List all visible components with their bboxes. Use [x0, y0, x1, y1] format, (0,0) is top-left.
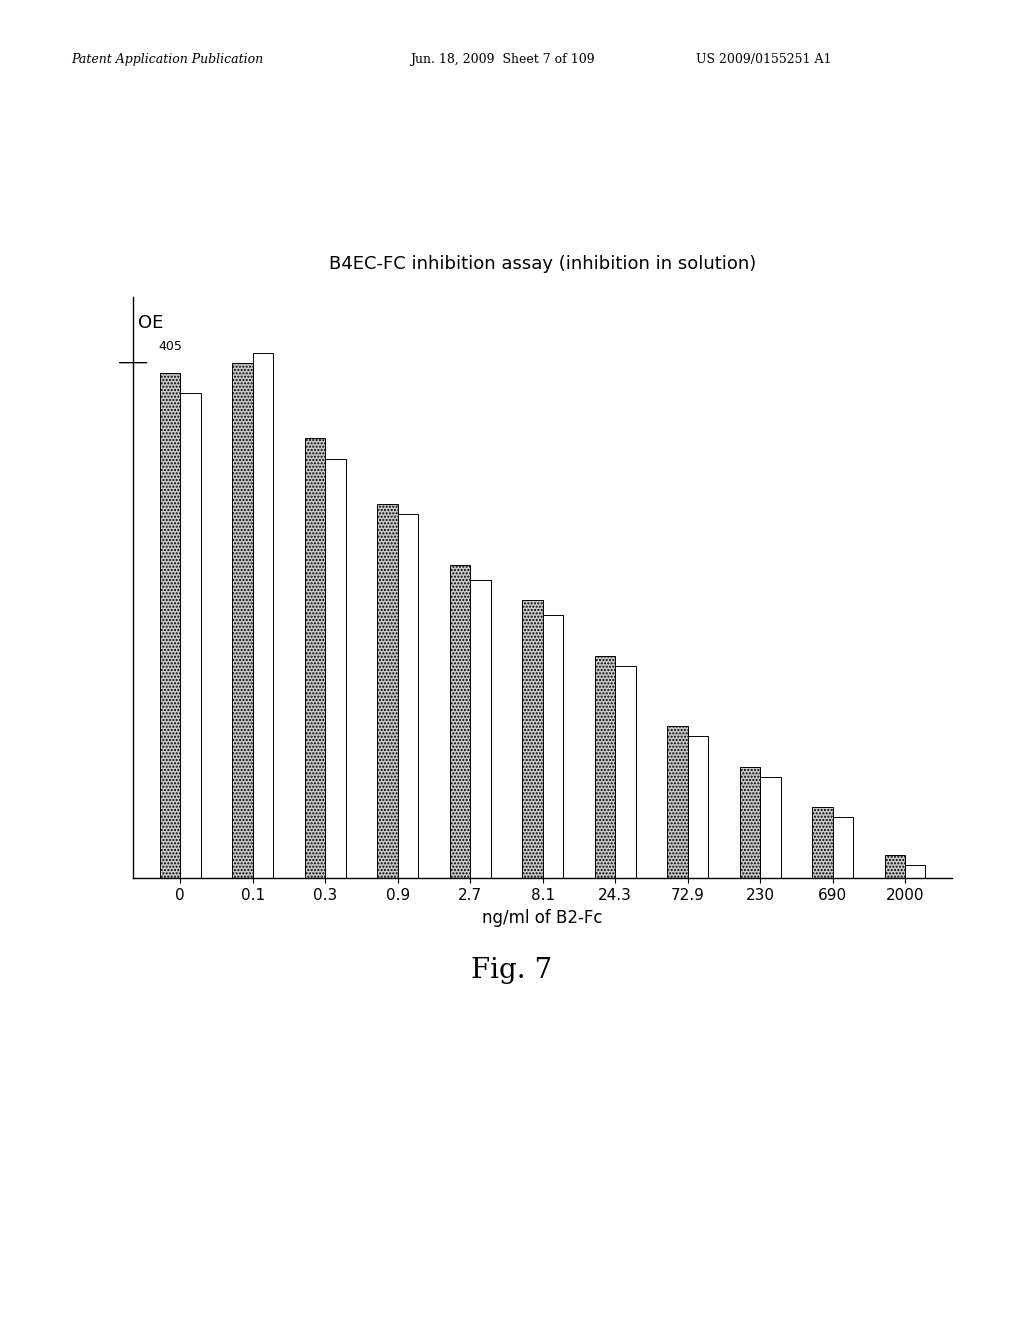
- Text: Fig. 7: Fig. 7: [471, 957, 553, 983]
- Title: B4EC-FC inhibition assay (inhibition in solution): B4EC-FC inhibition assay (inhibition in …: [329, 255, 757, 273]
- Bar: [595, 656, 615, 878]
- Bar: [470, 579, 490, 878]
- Bar: [688, 737, 708, 878]
- Text: Jun. 18, 2009  Sheet 7 of 109: Jun. 18, 2009 Sheet 7 of 109: [410, 53, 594, 66]
- Bar: [180, 393, 201, 878]
- Bar: [668, 726, 688, 878]
- Bar: [760, 776, 780, 878]
- Text: US 2009/0155251 A1: US 2009/0155251 A1: [696, 53, 831, 66]
- Text: Patent Application Publication: Patent Application Publication: [72, 53, 264, 66]
- Bar: [812, 807, 833, 878]
- Bar: [305, 438, 326, 878]
- Bar: [232, 363, 253, 878]
- Bar: [522, 601, 543, 878]
- Bar: [740, 767, 760, 878]
- Bar: [326, 458, 345, 878]
- Bar: [160, 372, 180, 878]
- Bar: [543, 615, 563, 878]
- Bar: [253, 352, 273, 878]
- Bar: [885, 855, 905, 878]
- Text: OE: OE: [138, 314, 164, 333]
- Bar: [833, 817, 853, 878]
- Bar: [397, 515, 418, 878]
- Bar: [378, 504, 397, 878]
- Text: 405: 405: [159, 339, 182, 352]
- X-axis label: ng/ml of B2-Fc: ng/ml of B2-Fc: [482, 909, 603, 928]
- Bar: [905, 865, 926, 878]
- Bar: [450, 565, 470, 878]
- Bar: [615, 665, 636, 878]
